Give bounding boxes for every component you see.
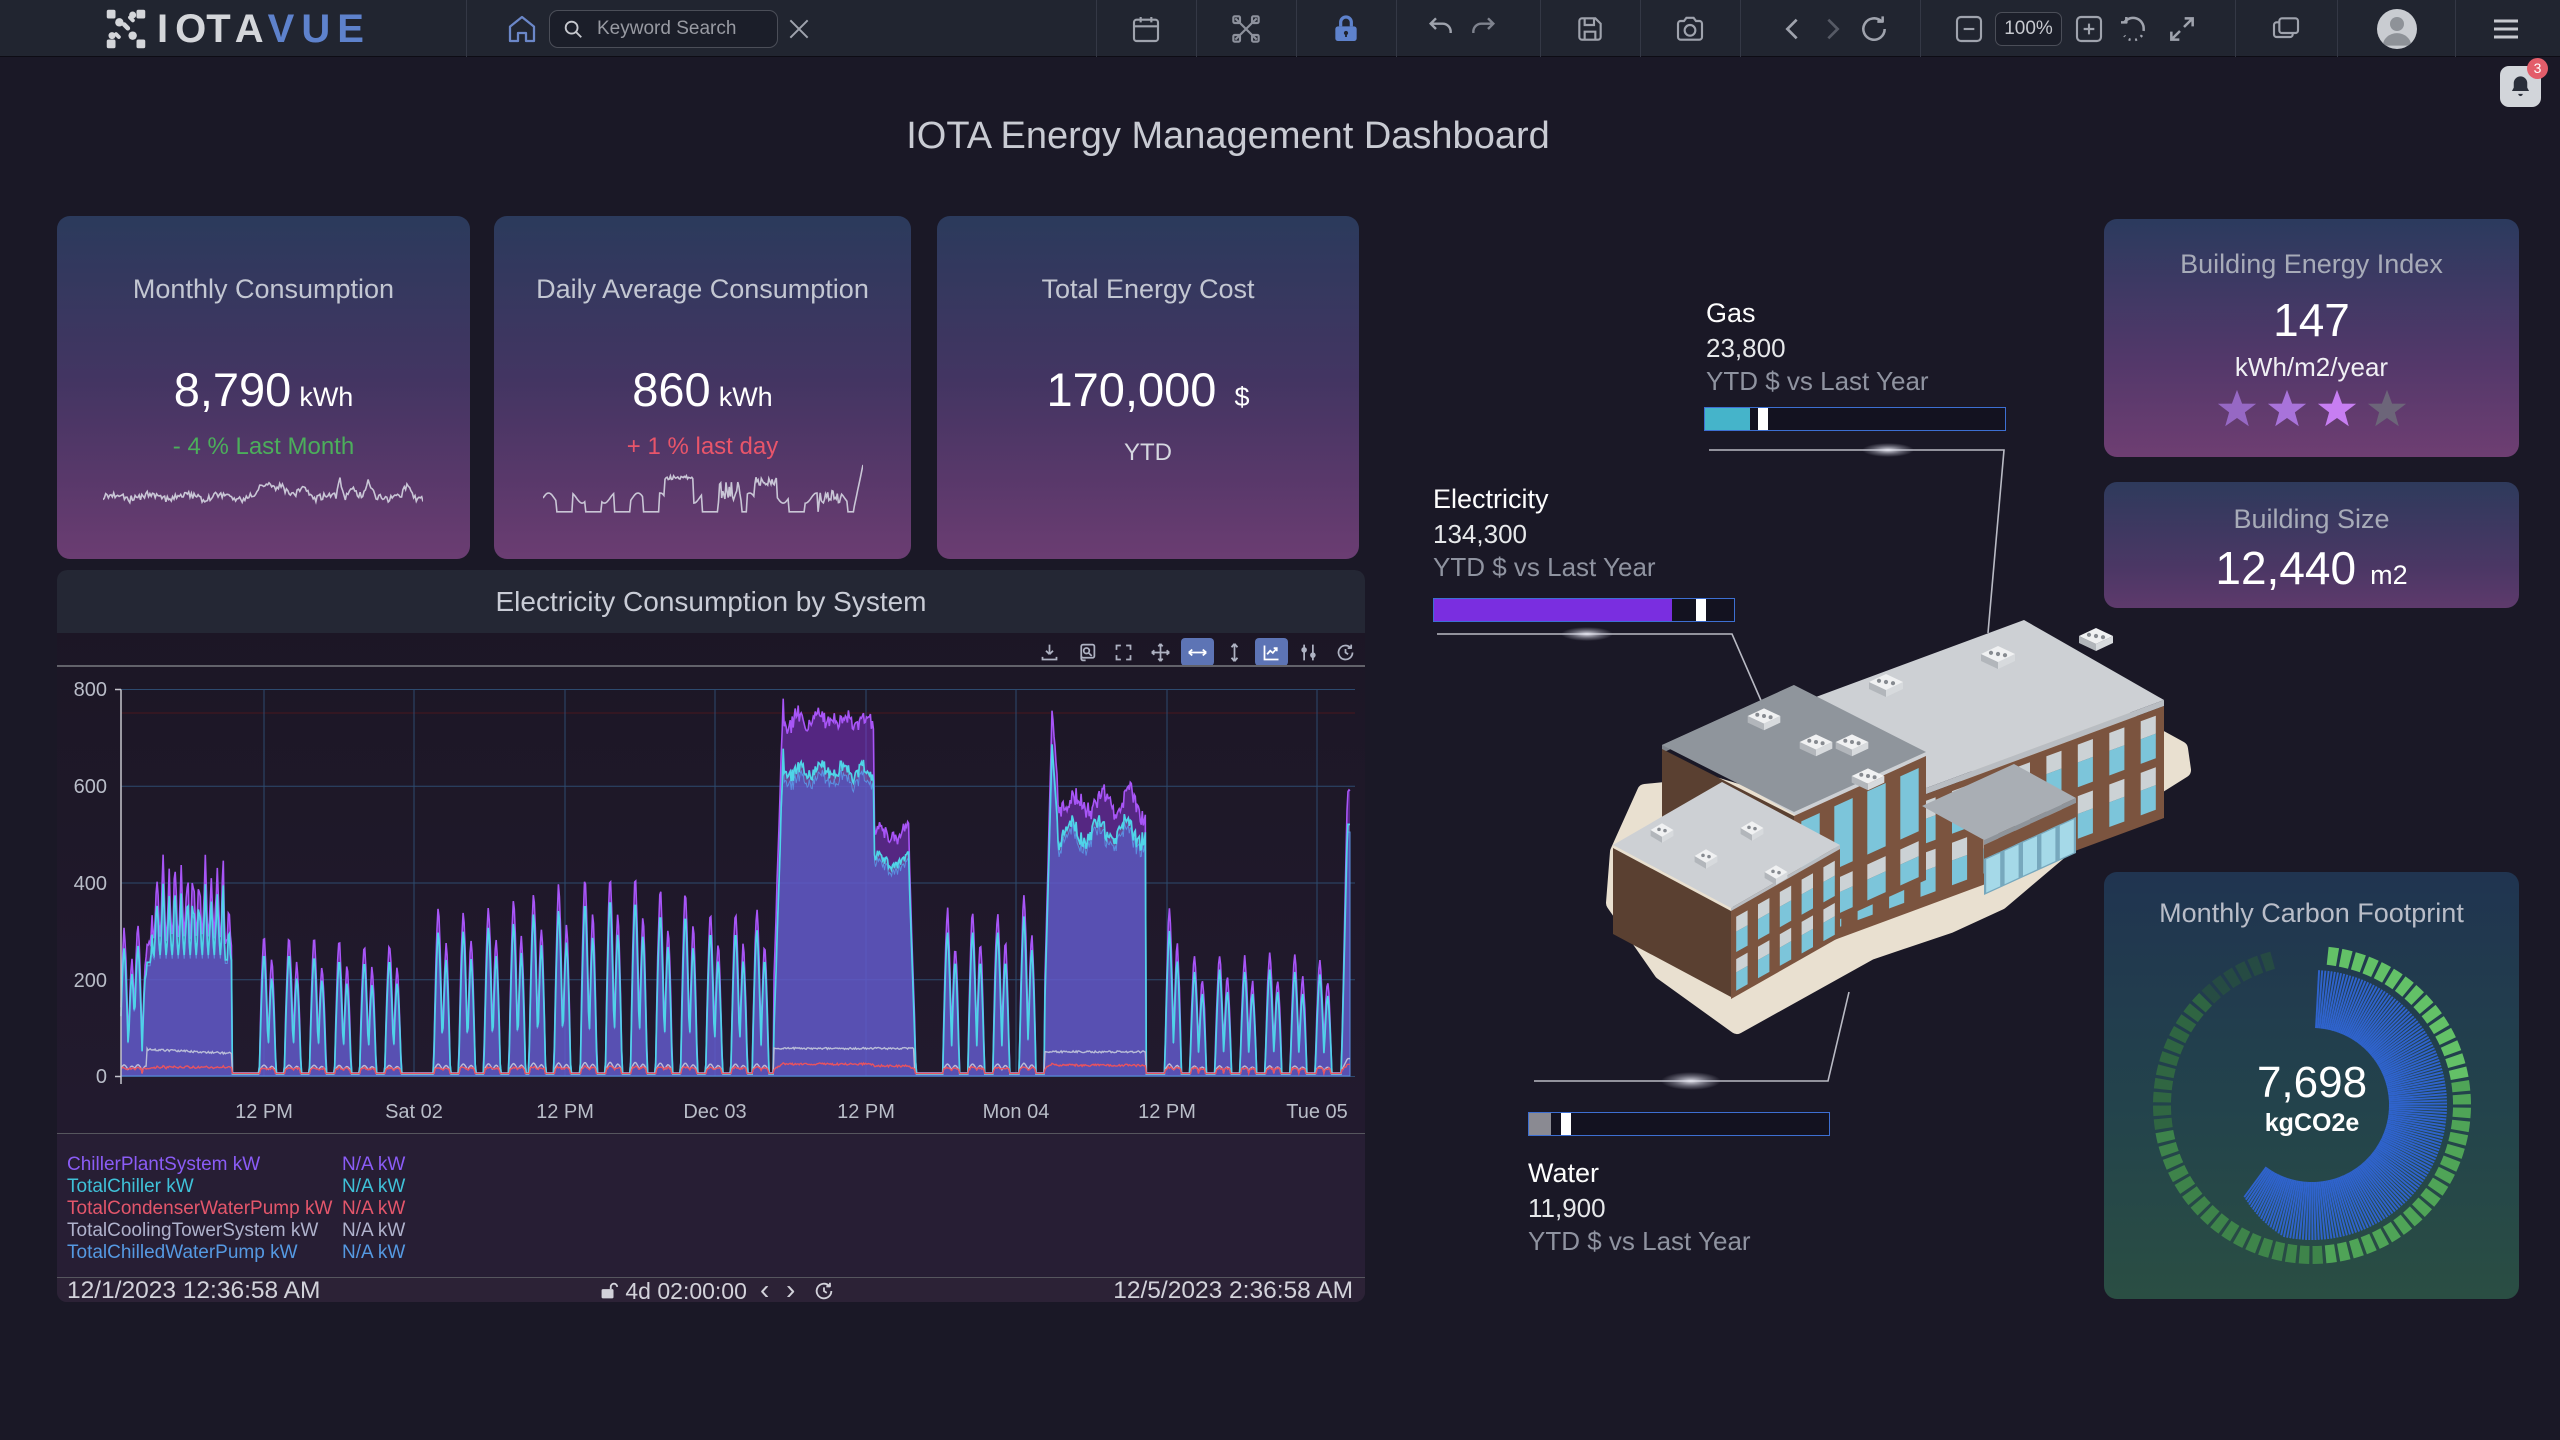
svg-text:12 PM: 12 PM (837, 1101, 895, 1123)
svg-text:Dec 03: Dec 03 (683, 1101, 746, 1123)
svg-text:400: 400 (74, 873, 107, 895)
svg-text:7,698: 7,698 (2256, 1058, 2366, 1107)
svg-text:kgCO2e: kgCO2e (2264, 1109, 2359, 1137)
svg-text:Tue 05: Tue 05 (1286, 1101, 1348, 1123)
svg-text:12 PM: 12 PM (235, 1101, 293, 1123)
svg-text:12 PM: 12 PM (536, 1101, 594, 1123)
svg-text:12 PM: 12 PM (1138, 1101, 1196, 1123)
svg-text:600: 600 (74, 776, 107, 798)
svg-text:Sat 02: Sat 02 (385, 1101, 443, 1123)
svg-text:800: 800 (74, 679, 107, 701)
svg-text:Mon 04: Mon 04 (983, 1101, 1050, 1123)
svg-text:200: 200 (74, 970, 107, 992)
svg-text:0: 0 (96, 1066, 107, 1088)
